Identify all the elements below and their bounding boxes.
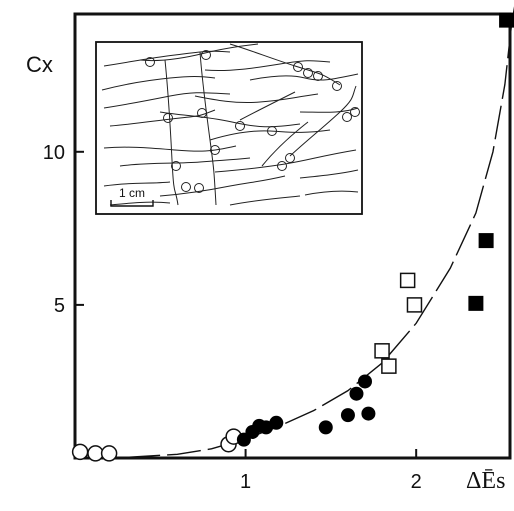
- inset-marker: [171, 161, 181, 171]
- filled-circle-point: [358, 374, 372, 389]
- x-tick-label: 2: [411, 471, 422, 493]
- y-axis-label: Cx: [26, 52, 53, 77]
- inset-marker: [350, 107, 360, 117]
- inset-crack: [159, 175, 286, 197]
- inset-marker: [235, 121, 245, 131]
- inset-crack: [299, 169, 359, 179]
- inset-crack: [164, 59, 179, 206]
- inset-marker: [145, 57, 155, 67]
- inset-markers: [145, 50, 360, 193]
- inset-crack: [249, 73, 359, 81]
- axis-ticks: 5 10 1 2: [43, 142, 422, 493]
- inset-marker: [194, 183, 204, 193]
- inset-crack: [261, 121, 309, 167]
- inset-marker: [201, 50, 211, 60]
- open-square-point: [374, 343, 390, 359]
- inset-marker: [332, 81, 342, 91]
- inset-crack: [194, 93, 319, 104]
- inset-marker: [197, 108, 207, 118]
- inset-crack: [229, 43, 341, 86]
- inset-marker: [277, 161, 287, 171]
- inset-crack: [119, 157, 251, 167]
- filled-square-point: [468, 295, 484, 311]
- inset-crack: [103, 181, 171, 187]
- open-circle-point: [71, 443, 89, 461]
- filled-square-point: [478, 233, 494, 249]
- inset-crack: [159, 111, 301, 128]
- inset-marker: [267, 126, 277, 136]
- inset-crack: [103, 92, 231, 109]
- inset-scale-label: 1 cm: [119, 186, 145, 200]
- filled-circle-point: [361, 406, 376, 421]
- inset-crack: [239, 91, 296, 121]
- open-circle-point: [87, 445, 104, 462]
- inset-marker: [313, 71, 323, 81]
- x-tick-label: 1: [240, 471, 251, 493]
- data-points: [71, 12, 514, 462]
- plot-border: [73, 12, 512, 460]
- open-square-point: [406, 297, 423, 313]
- x-axis-label: ΔĒs: [466, 468, 505, 494]
- inset-crack: [109, 109, 216, 127]
- inset-crack: [209, 129, 331, 141]
- open-circle-point: [100, 445, 118, 462]
- inset-crack: [204, 60, 331, 72]
- inset-marker: [342, 112, 352, 122]
- inset-crack: [139, 43, 259, 61]
- y-tick-label: 5: [54, 295, 65, 317]
- inset-crack: [199, 51, 217, 206]
- inset-marker: [293, 62, 303, 72]
- filled-circle-point: [318, 420, 333, 435]
- filled-circle-point: [340, 408, 355, 423]
- plot-frame: [73, 12, 512, 460]
- inset-marker: [163, 113, 173, 123]
- inset-scale-bar: [110, 200, 154, 207]
- inset-crack: [109, 201, 171, 206]
- inset-crack: [304, 190, 359, 196]
- inset-crack: [214, 149, 357, 173]
- y-tick-label: 10: [43, 142, 65, 164]
- inset-crack: [229, 195, 301, 206]
- inset-marker: [210, 145, 220, 155]
- inset-marker: [303, 68, 313, 78]
- open-square-point: [381, 358, 397, 374]
- inset-crack: [289, 85, 357, 157]
- inset-crack-lines: [101, 43, 359, 206]
- inset-crack: [103, 145, 237, 152]
- filled-circle-point: [269, 415, 284, 430]
- inset-marker: [181, 182, 191, 192]
- filled-square-point: [499, 12, 514, 28]
- open-square-point: [399, 272, 416, 289]
- scale-bar-line: [110, 200, 154, 207]
- inset-crack: [299, 107, 359, 113]
- inset-marker: [285, 153, 295, 163]
- inset-sketch: 1 cm: [95, 41, 363, 215]
- filled-circle-point: [349, 386, 364, 401]
